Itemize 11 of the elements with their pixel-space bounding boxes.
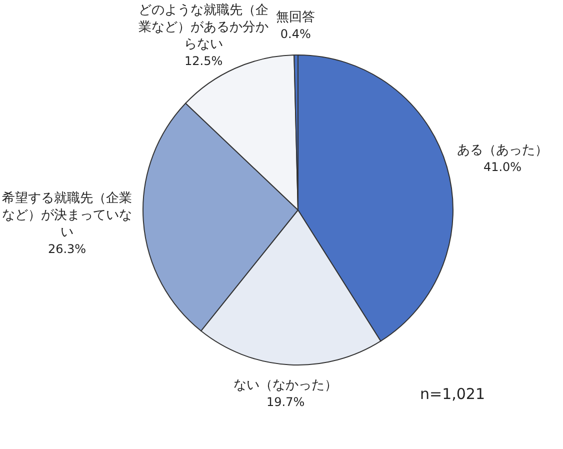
slice-label: ない（なかった）	[234, 377, 338, 394]
data-label: 12.5%	[184, 53, 224, 70]
data-label: 0.4%	[279, 26, 312, 43]
data-label: 41.0%	[482, 158, 523, 176]
text: n=1,021	[420, 385, 486, 403]
slice-label: 無回答	[276, 8, 316, 26]
data-label: 19.7%	[266, 394, 306, 412]
slice-label: どのような就職先（企業など）があるか分からない	[138, 2, 269, 53]
slice-label: ある（あった）	[457, 142, 548, 159]
data-label: 26.3%	[46, 240, 88, 258]
slice-label: 希望する就職先（企業など）が決まっていない	[2, 190, 132, 241]
